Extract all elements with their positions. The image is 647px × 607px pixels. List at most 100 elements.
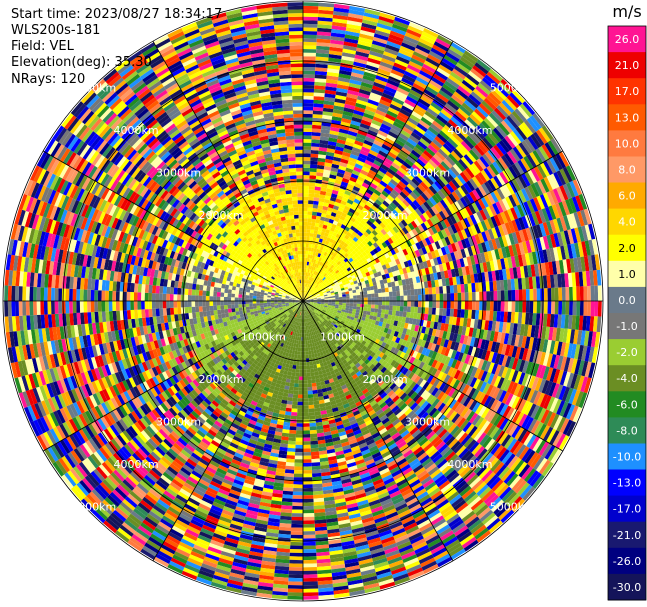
velocity-cell: [425, 57, 440, 68]
velocity-cell: [337, 80, 350, 87]
velocity-cell: [359, 33, 374, 41]
velocity-cell: [305, 247, 309, 251]
velocity-cell: [303, 509, 315, 514]
velocity-cell: [336, 260, 342, 266]
velocity-cell: [311, 135, 321, 140]
velocity-cell: [308, 412, 315, 416]
velocity-cell: [319, 269, 323, 274]
velocity-cell: [389, 296, 393, 301]
velocity-cell: [307, 218, 312, 223]
velocity-cell: [375, 109, 387, 117]
velocity-cell: [303, 239, 307, 244]
velocity-cell: [303, 286, 305, 291]
velocity-cell: [303, 49, 317, 53]
velocity-cell: [339, 248, 344, 254]
velocity-cell: [359, 291, 364, 295]
velocity-cell: [454, 292, 458, 301]
velocity-cell: [395, 90, 408, 99]
velocity-cell: [342, 296, 347, 299]
velocity-cell: [490, 89, 505, 103]
velocity-cell: [310, 160, 318, 165]
velocity-cell: [447, 48, 462, 60]
velocity-cell: [341, 212, 348, 218]
velocity-cell: [437, 148, 449, 159]
velocity-cell: [361, 207, 369, 214]
velocity-cell: [303, 376, 308, 381]
velocity-cell: [303, 77, 315, 82]
velocity-cell: [321, 262, 325, 267]
velocity-cell: [344, 205, 351, 212]
velocity-cell: [450, 293, 455, 301]
velocity-cell: [355, 51, 370, 58]
velocity-cell: [374, 29, 390, 38]
velocity-cell: [579, 286, 584, 301]
velocity-cell: [313, 233, 318, 238]
velocity-cell: [504, 301, 509, 312]
velocity-cell: [312, 282, 315, 286]
velocity-cell: [358, 236, 365, 243]
velocity-cell: [565, 287, 570, 301]
velocity-cell: [442, 105, 455, 117]
velocity-cell: [385, 82, 399, 91]
velocity-cell: [305, 291, 308, 295]
velocity-cell: [405, 120, 417, 129]
velocity-cell: [314, 244, 318, 249]
velocity-cell: [488, 68, 503, 82]
velocity-cell: [457, 301, 462, 310]
velocity-cell: [420, 34, 436, 45]
velocity-cell: [307, 280, 310, 284]
velocity-cell: [330, 264, 335, 269]
velocity-cell: [398, 132, 409, 141]
velocity-cell: [349, 234, 356, 240]
velocity-cell: [319, 253, 324, 259]
velocity-cell: [410, 306, 415, 313]
velocity-cell: [374, 304, 379, 309]
velocity-cell: [408, 134, 420, 144]
velocity-cell: [315, 182, 322, 188]
velocity-cell: [371, 304, 375, 309]
velocity-cell: [515, 289, 519, 301]
velocity-cell: [321, 239, 327, 244]
velocity-cell: [337, 168, 346, 175]
velocity-cell: [314, 263, 318, 268]
velocity-cell: [305, 344, 308, 348]
velocity-cell: [305, 254, 308, 258]
velocity-cell: [308, 408, 315, 413]
velocity-cell: [420, 66, 435, 77]
velocity-cell: [388, 305, 393, 311]
velocity-cell: [314, 267, 318, 272]
velocity-cell: [396, 295, 401, 301]
velocity-cell: [389, 127, 401, 136]
velocity-cell: [435, 151, 446, 161]
velocity-cell: [377, 183, 386, 191]
velocity-cell: [412, 107, 425, 117]
velocity-cell: [303, 103, 314, 107]
velocity-cell: [443, 301, 447, 309]
velocity-cell: [317, 20, 333, 26]
velocity-cell: [396, 169, 405, 178]
velocity-cell: [397, 52, 412, 61]
velocity-cell: [332, 109, 344, 115]
velocity-cell: [322, 114, 333, 120]
velocity-cell: [370, 166, 379, 174]
velocity-cell: [339, 161, 348, 168]
velocity-cell: [319, 274, 324, 279]
velocity-cell: [547, 301, 552, 314]
velocity-cell: [310, 444, 319, 449]
velocity-cell: [379, 126, 390, 135]
velocity-cell: [309, 236, 314, 241]
velocity-cell: [315, 219, 321, 224]
velocity-cell: [345, 305, 350, 309]
velocity-cell: [394, 16, 411, 26]
velocity-cell: [459, 82, 473, 94]
velocity-cell: [381, 305, 386, 310]
velocity-cell: [328, 57, 342, 63]
velocity-cell: [303, 261, 306, 265]
velocity-cell: [303, 5, 319, 10]
velocity-cell: [315, 280, 319, 285]
velocity-cell: [349, 192, 357, 199]
velocity-cell: [354, 182, 362, 189]
velocity-cell: [472, 65, 487, 78]
velocity-cell: [366, 188, 374, 196]
velocity-cell: [341, 250, 347, 256]
